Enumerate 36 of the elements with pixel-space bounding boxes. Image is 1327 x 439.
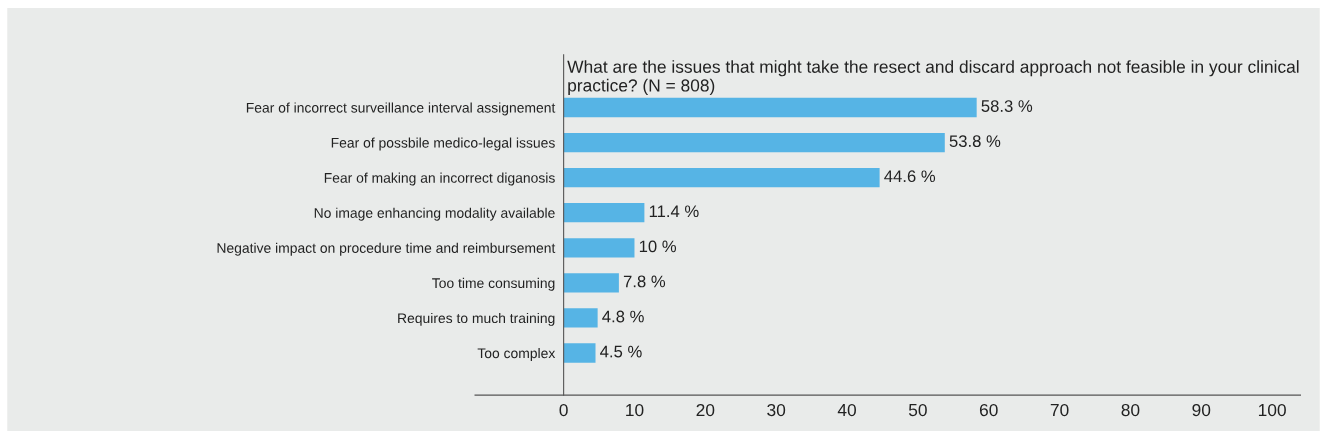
data-label: 4.8 % [602, 310, 644, 323]
data-label: 11.4 % [649, 205, 699, 218]
chart-title: What are the issues that might take the resect and discard approach not feasible in your clinical practice? (N = 808) [567, 60, 1299, 96]
data-label: 7.8 % [623, 275, 666, 288]
data-label: 53.8 % [949, 135, 1001, 148]
y-tick-label: Fear of incorrect surveillance interval assignement [246, 102, 556, 116]
x-tick-label: 10 [626, 403, 644, 417]
x-tick-label: 40 [837, 403, 856, 417]
x-tick-label: 20 [696, 403, 715, 417]
bar [563, 167, 880, 188]
bar [563, 97, 977, 118]
bar [563, 308, 598, 328]
x-tick-label: 80 [1121, 403, 1140, 417]
x-tick-label: 50 [908, 403, 927, 417]
bar [563, 203, 645, 223]
bar [563, 132, 945, 153]
y-tick-label: Fear of possbile medico-legal issues [331, 137, 555, 151]
data-label: 44.6 % [884, 170, 936, 183]
x-tick-label: 70 [1050, 403, 1069, 417]
x-tick-label: 90 [1192, 403, 1211, 417]
x-tick-label: 100 [1258, 403, 1286, 417]
data-label: 10 % [639, 240, 677, 253]
y-tick-label: Too time consuming [432, 277, 555, 291]
bar [563, 238, 635, 258]
y-tick-label: Fear of making an incorrect diganosis [324, 172, 555, 186]
bar [563, 273, 619, 293]
bar [563, 343, 596, 363]
y-tick-label: Too complex [477, 347, 556, 361]
y-tick-label: Requires to much training [398, 312, 555, 326]
data-label: 58.3 % [981, 100, 1033, 112]
x-tick-label: 0 [559, 403, 568, 417]
x-tick-label: 60 [979, 403, 998, 417]
y-tick-label: No image enhancing modality available [314, 207, 555, 221]
x-tick-label: 30 [767, 403, 786, 417]
data-label: 4.5 % [600, 345, 642, 358]
y-tick-label: Negative impact on procedure time and reimbursement [217, 242, 556, 256]
